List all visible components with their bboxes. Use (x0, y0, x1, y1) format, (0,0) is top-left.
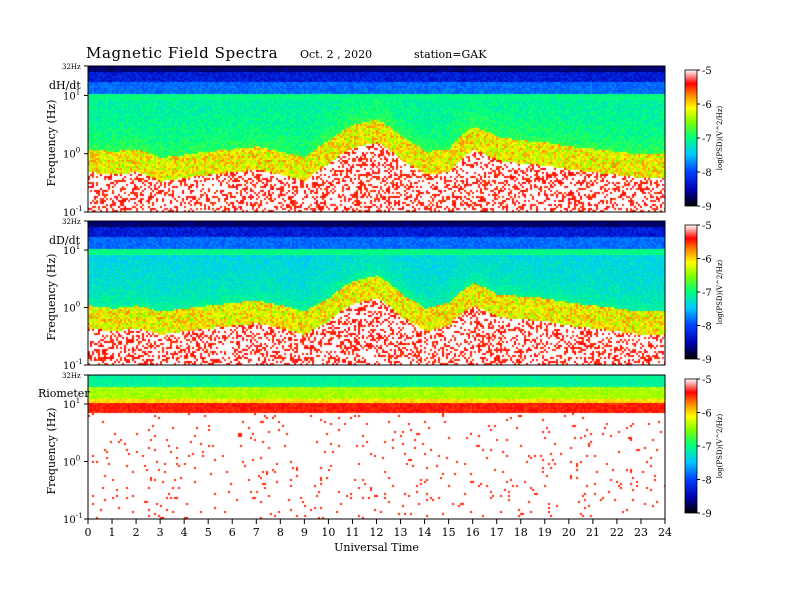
spectra-figure: 32Hz 10 1 100 10-1 dH/dt Frequency (Hz) -5 -6 -7 -… (0, 0, 792, 612)
x-tick-label: 13 (394, 526, 408, 539)
x-tick-label: 14 (418, 526, 432, 539)
spectrogram-panel-1: 32Hz10110010-1dH/dtFrequency (Hz)-5-6-7-… (45, 63, 724, 219)
colorbar-tick-label: -9 (702, 355, 712, 366)
x-tick-label: 10 (321, 526, 335, 539)
y-tick-label-top: 32Hz (62, 372, 81, 380)
colorbar-tick-label: -7 (702, 134, 712, 145)
colorbar-tick-label: -6 (702, 100, 712, 111)
y-tick-label: 10-1 (63, 205, 83, 219)
x-tick-label: 21 (586, 526, 600, 539)
y-tick-label: 100 (63, 455, 80, 469)
colorbar-tick-label: -9 (702, 509, 712, 520)
x-tick-label: 17 (490, 526, 504, 539)
spectrogram-panel-3: 32Hz10110010-1RiometerFrequency (Hz)-5-6… (38, 372, 724, 526)
colorbar-label: log(PSD)(V^2/Hz) (716, 413, 724, 478)
spectrogram-image (88, 375, 665, 519)
x-tick-label: 8 (277, 526, 284, 539)
x-tick-label: 22 (610, 526, 624, 539)
x-tick-label: 15 (442, 526, 456, 539)
x-tick-label: 9 (301, 526, 308, 539)
colorbar-tick-label: -8 (702, 322, 712, 333)
x-tick-label: 18 (514, 526, 528, 539)
colorbar (685, 70, 697, 206)
colorbar-tick-label: -8 (702, 476, 712, 487)
y-axis-label: Frequency (Hz) (45, 100, 58, 187)
x-tick-label: 3 (157, 526, 164, 539)
x-tick-label: 5 (205, 526, 212, 539)
x-tick-label: 12 (370, 526, 384, 539)
x-axis-label: Universal Time (334, 541, 419, 554)
colorbar-tick-label: -5 (702, 66, 712, 77)
colorbar (685, 379, 697, 513)
spectrogram-image (88, 221, 665, 365)
colorbar-tick-label: -9 (702, 202, 712, 213)
colorbar-tick-label: -5 (702, 375, 712, 386)
y-tick-label: 100 (63, 301, 80, 315)
x-tick-label: 4 (181, 526, 188, 539)
x-tick-label: 1 (109, 526, 116, 539)
panel-label: Riometer (38, 387, 90, 400)
spectrogram-panel-2: 32Hz10110010-1dD/dtFrequency (Hz)-5-6-7-… (45, 218, 724, 372)
colorbar-label: log(PSD)(V^2/Hz) (716, 105, 724, 170)
y-axis-label: Frequency (Hz) (45, 254, 58, 341)
colorbar-tick-label: -8 (702, 168, 712, 179)
x-tick-label: 7 (253, 526, 260, 539)
y-tick-label: 10-1 (63, 512, 83, 526)
x-tick-label: 2 (133, 526, 140, 539)
x-tick-label: 11 (345, 526, 359, 539)
panel-label: dD/dt (49, 234, 81, 247)
y-tick-label: 10-1 (63, 358, 83, 372)
x-tick-label: 24 (658, 526, 672, 539)
x-tick-label: 19 (538, 526, 552, 539)
y-axis-label: Frequency (Hz) (45, 408, 58, 495)
colorbar (685, 225, 697, 359)
x-tick-label: 16 (466, 526, 480, 539)
panel-label: dH/dt (49, 79, 81, 92)
x-tick-label: 6 (229, 526, 236, 539)
x-tick-label: 23 (634, 526, 648, 539)
x-tick-label: 0 (85, 526, 92, 539)
y-tick-label: 100 (63, 147, 80, 161)
x-tick-label: 20 (562, 526, 576, 539)
colorbar-tick-label: -6 (702, 409, 712, 420)
colorbar-label: log(PSD)(V^2/Hz) (716, 259, 724, 324)
spectrogram-image (88, 66, 665, 212)
colorbar-tick-label: -7 (702, 442, 712, 453)
colorbar-tick-label: -7 (702, 288, 712, 299)
y-tick-label-top: 32Hz (62, 63, 81, 71)
y-tick-label-top: 32Hz (62, 218, 81, 226)
colorbar-tick-label: -6 (702, 255, 712, 266)
colorbar-tick-label: -5 (702, 221, 712, 232)
